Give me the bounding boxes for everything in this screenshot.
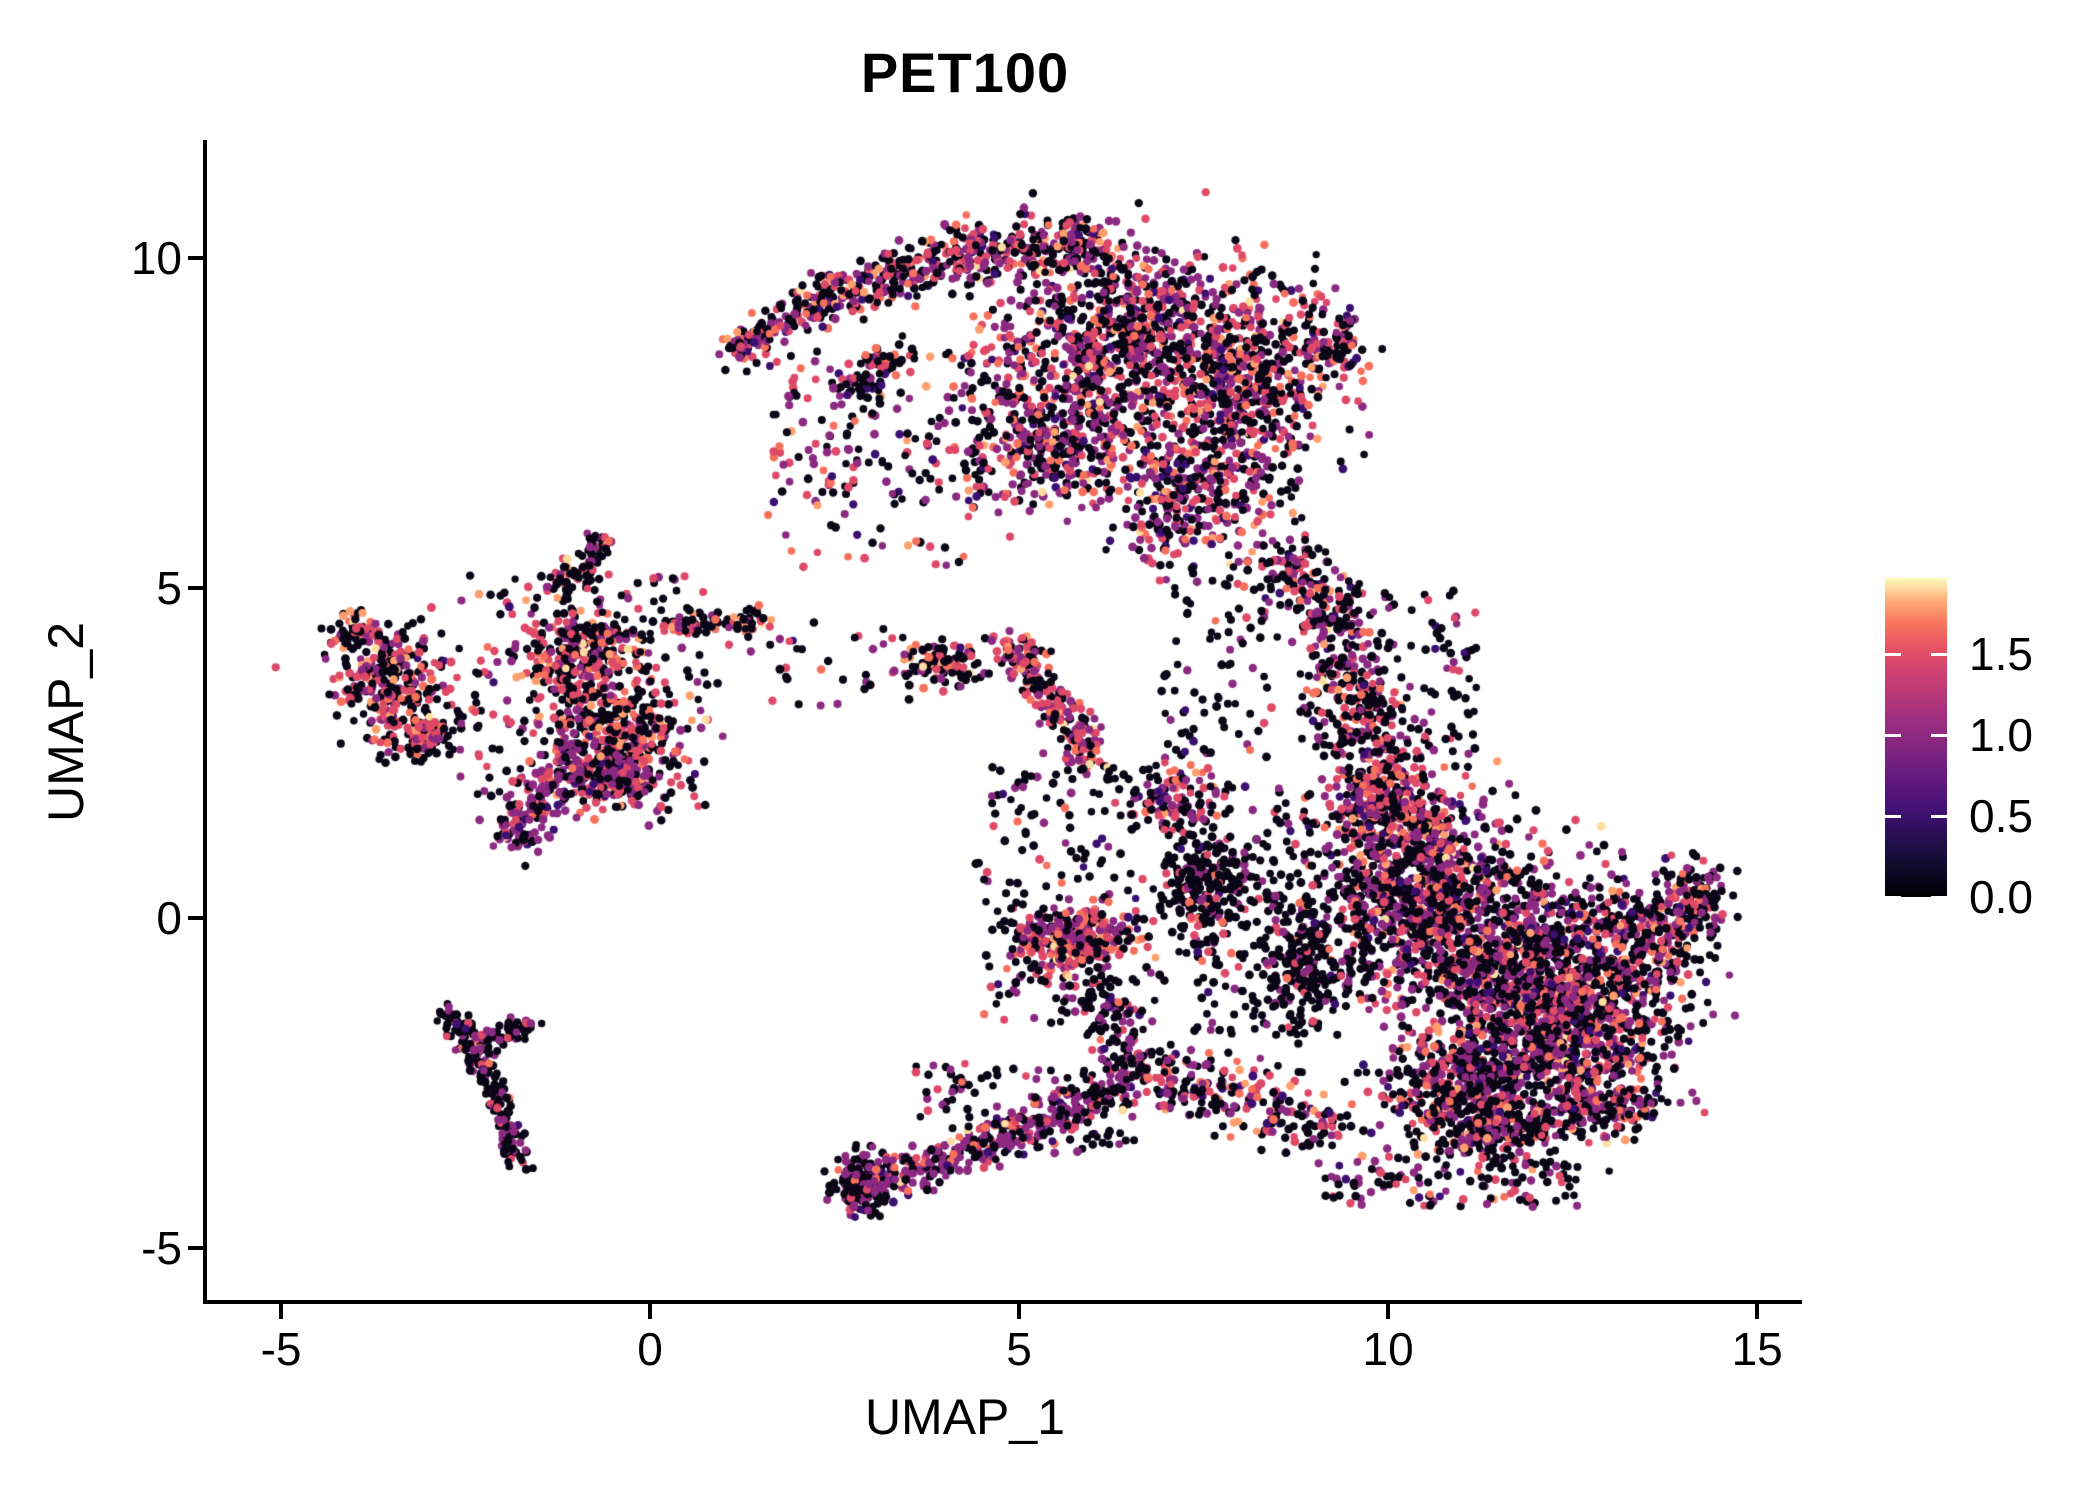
x-tick-mark xyxy=(1755,1304,1760,1319)
x-tick-label: 15 xyxy=(1731,1323,1783,1375)
colorbar-tick-mark xyxy=(1931,895,1947,899)
x-tick-mark xyxy=(279,1304,284,1319)
colorbar-tick-mark xyxy=(1931,652,1947,656)
x-tick-mark xyxy=(648,1304,653,1319)
x-tick-label: -5 xyxy=(260,1323,302,1375)
y-tick-mark xyxy=(188,586,203,591)
plot-title: PET100 xyxy=(860,41,1070,104)
colorbar-tick-mark xyxy=(1931,814,1947,818)
y-tick-label: 10 xyxy=(130,232,182,285)
y-axis-line xyxy=(203,140,207,1304)
colorbar-tick-mark xyxy=(1885,733,1901,737)
colorbar-tick-mark xyxy=(1885,895,1901,899)
x-tick-mark xyxy=(1017,1304,1022,1319)
colorbar-tick-label: 1.5 xyxy=(1969,628,2033,681)
x-tick-label: 10 xyxy=(1362,1323,1414,1375)
y-tick-label: 0 xyxy=(156,891,182,944)
colorbar-gradient xyxy=(1885,578,1947,897)
x-tick-label: 0 xyxy=(637,1323,663,1375)
x-tick-mark xyxy=(1386,1304,1391,1319)
y-tick-label: 5 xyxy=(156,562,182,615)
plot-panel xyxy=(205,140,1800,1302)
colorbar-tick-label: 1.0 xyxy=(1969,709,2033,762)
x-axis-title: UMAP_1 xyxy=(864,1389,1066,1445)
colorbar-tick-mark xyxy=(1885,652,1901,656)
colorbar-tick-mark xyxy=(1885,814,1901,818)
scatter-points-canvas xyxy=(205,140,1800,1302)
colorbar-tick-mark xyxy=(1931,733,1947,737)
y-tick-mark xyxy=(188,1245,203,1250)
y-tick-mark xyxy=(188,915,203,920)
y-axis-title: UMAP_2 xyxy=(38,621,94,823)
colorbar-tick-label: 0.5 xyxy=(1969,790,2033,843)
y-tick-mark xyxy=(188,256,203,261)
x-axis-line xyxy=(203,1300,1802,1304)
y-tick-label: -5 xyxy=(141,1221,182,1274)
colorbar-tick-label: 0.0 xyxy=(1969,871,2033,923)
x-tick-label: 5 xyxy=(1006,1323,1032,1375)
